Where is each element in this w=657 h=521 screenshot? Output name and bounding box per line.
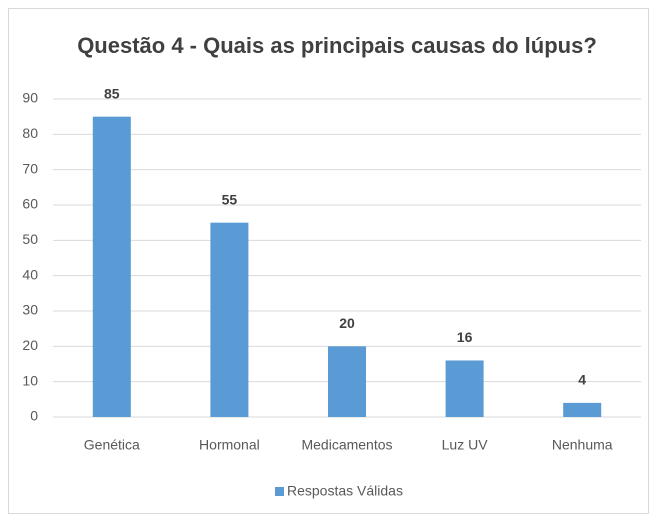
bar [92,116,131,418]
data-label: 4 [578,372,586,388]
bar [445,360,484,417]
x-tick-label: Genética [84,437,140,453]
x-tick-label: Medicamentos [301,437,392,453]
y-tick-label: 10 [22,372,38,388]
y-tick-label: 80 [22,125,38,141]
y-tick-label: 30 [22,302,38,318]
data-label: 16 [457,329,473,345]
legend-label: Respostas Válidas [287,483,403,499]
bar [210,222,249,417]
chart-title: Questão 4 - Quais as principais causas d… [77,33,597,58]
y-tick-label: 90 [22,90,38,106]
y-tick-label: 50 [22,231,38,247]
x-tick-label: Luz UV [442,437,489,453]
y-tick-label: 70 [22,160,38,176]
y-tick-label: 40 [22,266,38,282]
x-tick-label: Nenhuma [552,437,613,453]
y-tick-label: 0 [30,408,38,424]
y-tick-label: 60 [22,196,38,212]
y-tick-label: 20 [22,337,38,353]
data-label: 55 [222,191,238,207]
data-label: 85 [104,85,120,101]
legend-swatch [275,487,284,496]
bar [328,346,366,417]
bar [563,402,602,417]
data-label: 20 [339,315,355,331]
x-tick-label: Hormonal [199,437,260,453]
